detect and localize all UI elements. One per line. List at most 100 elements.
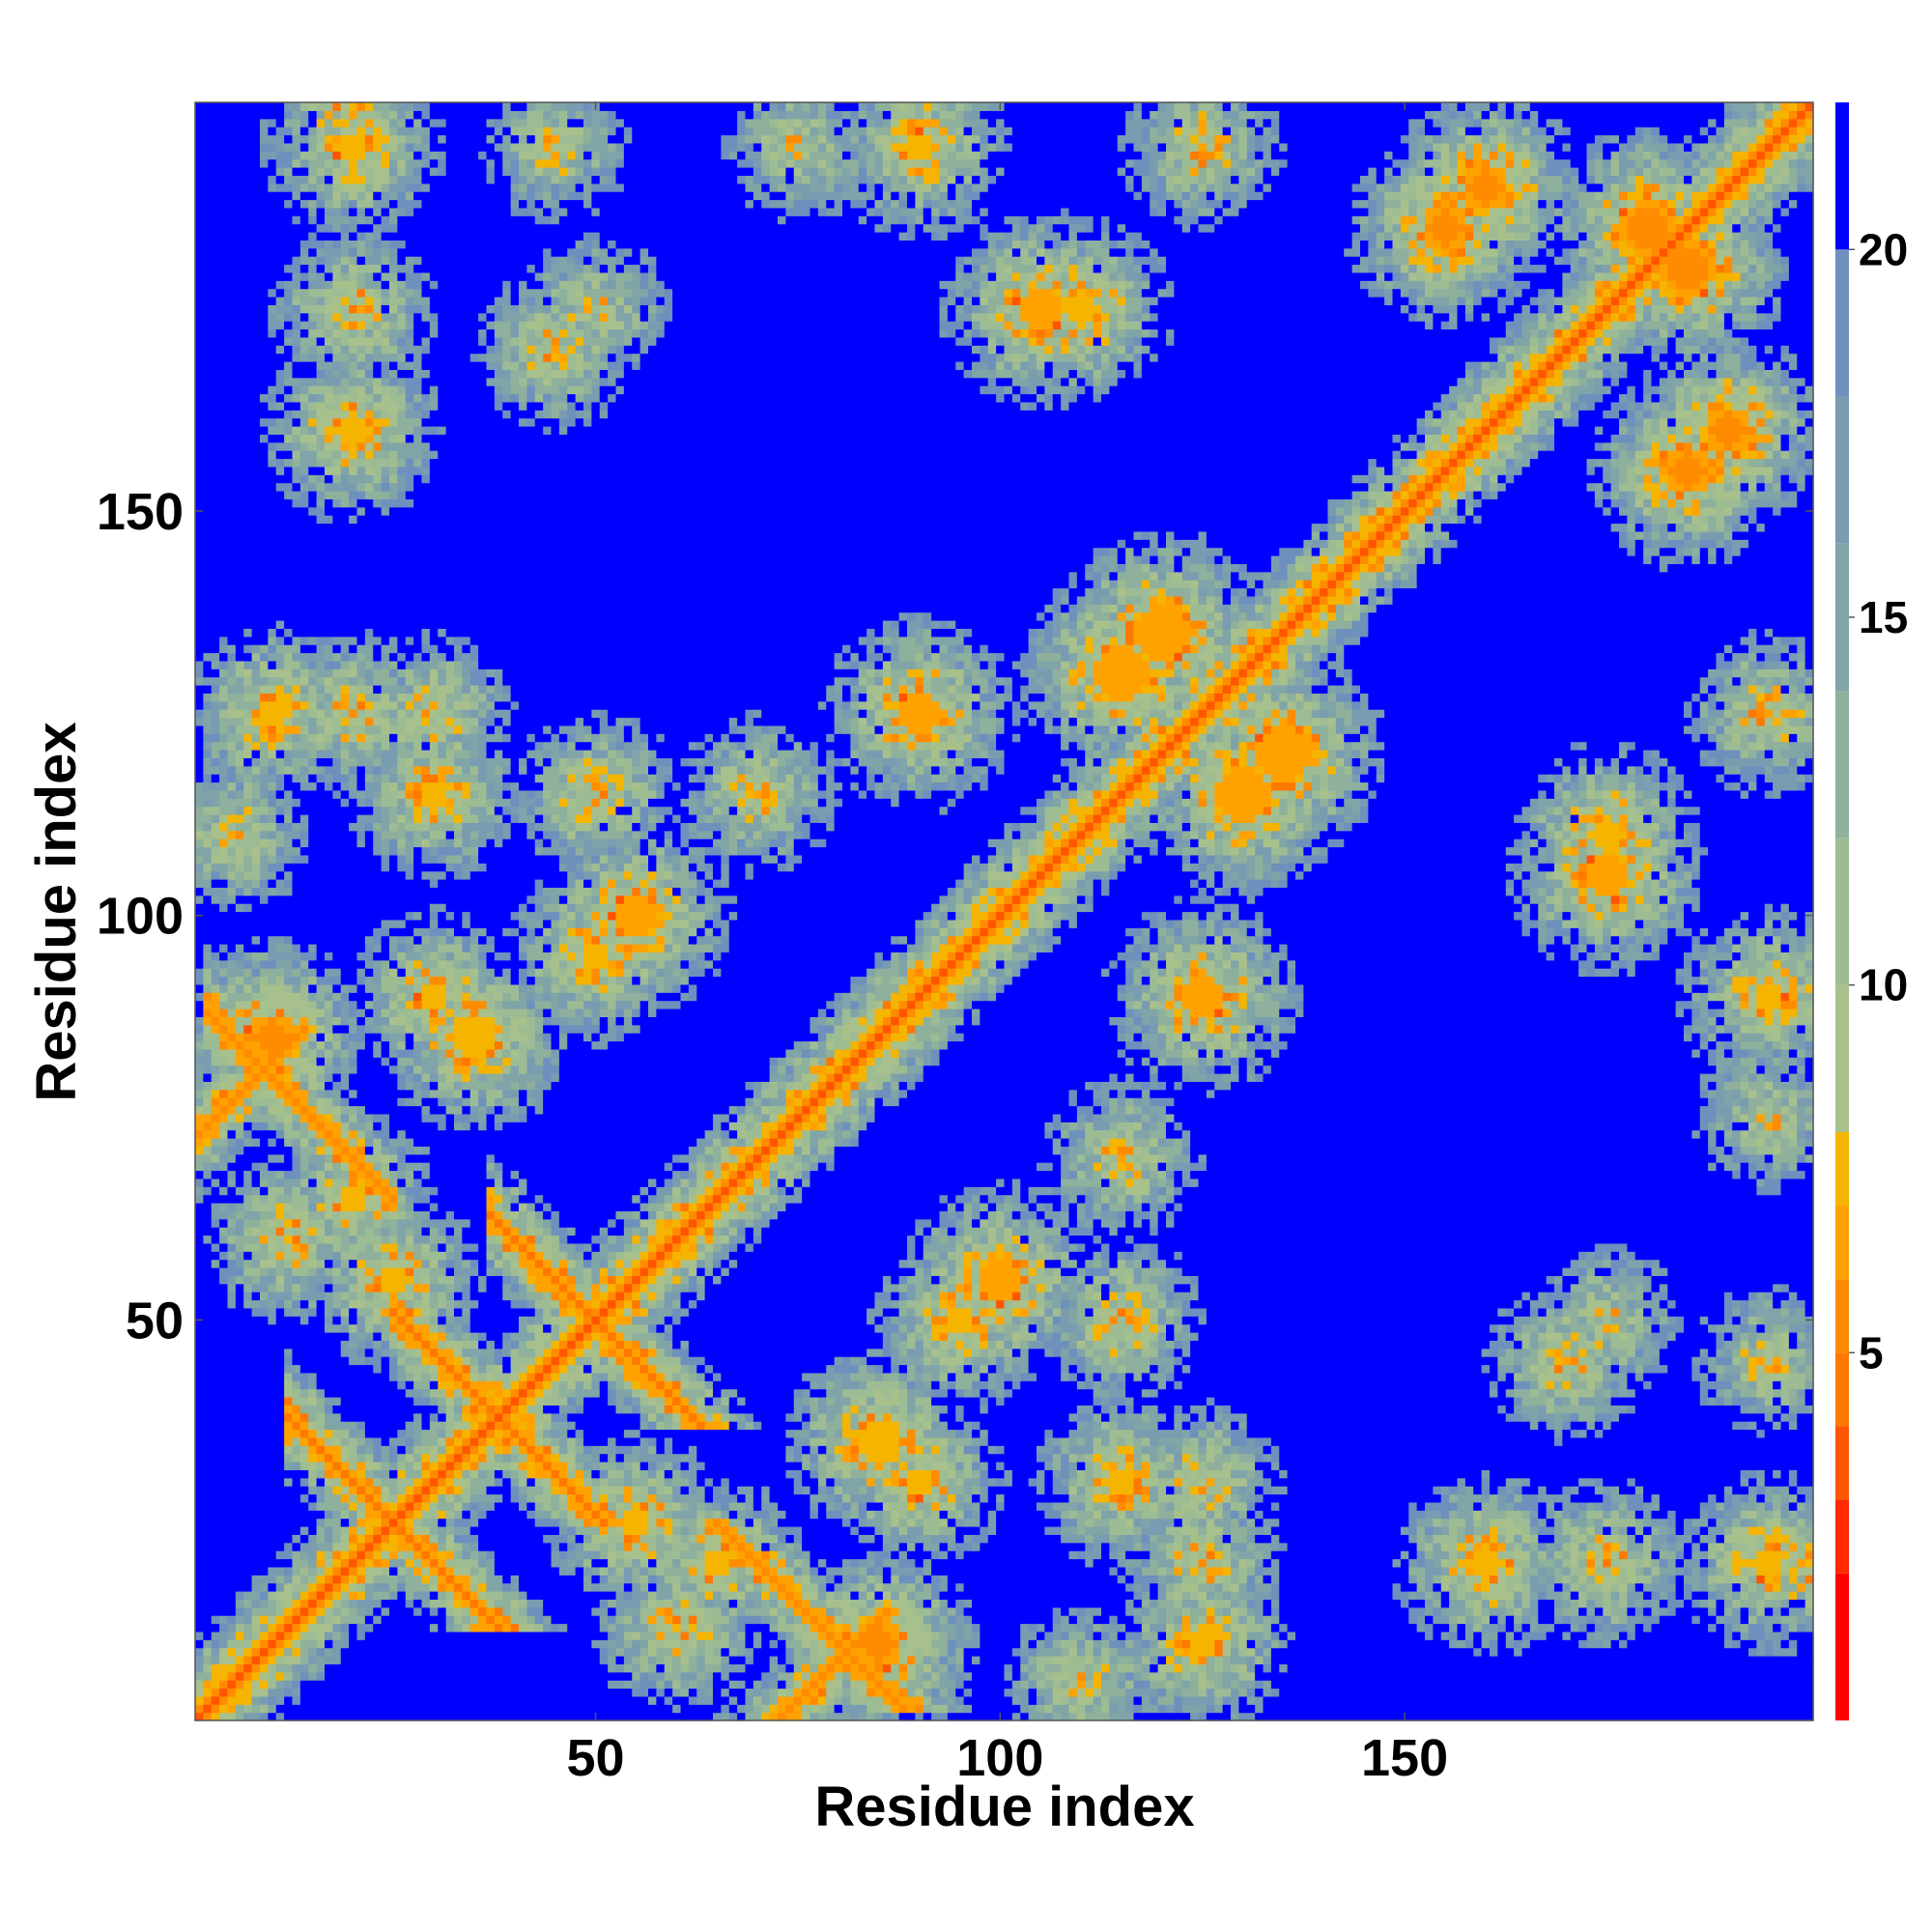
- heatmap-cell: [907, 1680, 916, 1689]
- heatmap-cell: [219, 644, 228, 653]
- heatmap-cell: [1368, 1680, 1377, 1689]
- heatmap-cell: [1174, 1704, 1182, 1713]
- heatmap-cell: [228, 718, 237, 726]
- heatmap-cell: [1417, 1615, 1426, 1624]
- heatmap-cell: [1150, 1648, 1158, 1657]
- heatmap-cell: [470, 1680, 479, 1689]
- heatmap-cell: [1627, 1656, 1635, 1664]
- heatmap-cell: [867, 1696, 875, 1705]
- heatmap-cell: [228, 1025, 237, 1034]
- heatmap-cell: [219, 555, 228, 564]
- heatmap-cell: [1207, 1624, 1215, 1633]
- heatmap-cell: [357, 1672, 366, 1681]
- heatmap-cell: [293, 265, 301, 273]
- heatmap-cell: [228, 936, 237, 945]
- heatmap-cell: [195, 1179, 204, 1187]
- heatmap-cell: [276, 418, 285, 427]
- heatmap-cell: [681, 1632, 690, 1640]
- heatmap-cell: [203, 709, 212, 718]
- heatmap-cell: [268, 240, 276, 248]
- heatmap-cell: [268, 668, 276, 677]
- heatmap-cell: [1458, 1624, 1466, 1633]
- heatmap-cell: [397, 1648, 406, 1657]
- heatmap-cell: [1408, 1663, 1417, 1672]
- heatmap-cell: [212, 1138, 220, 1147]
- heatmap-cell: [1554, 1648, 1563, 1657]
- heatmap-cell: [212, 1154, 220, 1163]
- heatmap-cell: [1482, 1696, 1491, 1705]
- heatmap-cell: [341, 1656, 350, 1664]
- heatmap-cell: [446, 1624, 455, 1633]
- heatmap-cell: [1667, 1632, 1676, 1640]
- heatmap-cell: [1676, 1696, 1685, 1705]
- heatmap-cell: [1044, 1689, 1053, 1697]
- heatmap-cell: [276, 733, 285, 742]
- heatmap-cell: [236, 1219, 244, 1228]
- heatmap-cell: [195, 661, 204, 669]
- heatmap-cell: [284, 1236, 293, 1244]
- heatmap-cell: [203, 1284, 212, 1293]
- heatmap-cell: [284, 653, 293, 662]
- heatmap-cell: [616, 1648, 625, 1657]
- heatmap-cell: [212, 757, 220, 766]
- heatmap-cell: [681, 1696, 690, 1705]
- heatmap-cell: [988, 1696, 997, 1705]
- heatmap-cell: [276, 1016, 285, 1025]
- heatmap-cell: [203, 1162, 212, 1171]
- heatmap-cell: [212, 127, 220, 135]
- heatmap-cell: [276, 572, 285, 581]
- heatmap-cell: [252, 1421, 261, 1430]
- heatmap-cell: [1514, 1689, 1522, 1697]
- heatmap-cell: [1061, 1632, 1069, 1640]
- heatmap-cell: [228, 790, 237, 799]
- heatmap-cell: [1005, 1632, 1013, 1640]
- heatmap-cell: [276, 208, 285, 216]
- heatmap-cell: [502, 1704, 511, 1713]
- heatmap-cell: [252, 159, 261, 168]
- heatmap-cell: [268, 1186, 276, 1195]
- heatmap-cell: [1417, 1696, 1426, 1705]
- heatmap-cell: [923, 1639, 932, 1648]
- heatmap-cell: [252, 952, 261, 960]
- heatmap-cell: [1312, 1663, 1321, 1672]
- heatmap-cell: [195, 127, 204, 135]
- heatmap-cell: [219, 385, 228, 394]
- heatmap-cell: [1643, 1656, 1652, 1664]
- heatmap-cell: [1611, 1663, 1620, 1672]
- heatmap-cell: [826, 1624, 835, 1633]
- heatmap-cell: [228, 1349, 237, 1357]
- heatmap-cell: [243, 1179, 252, 1187]
- heatmap-cell: [228, 1454, 237, 1463]
- heatmap-cell: [1652, 1704, 1661, 1713]
- heatmap-cell: [883, 1696, 892, 1705]
- heatmap-cell: [219, 1195, 228, 1204]
- heatmap-cell: [1741, 1704, 1749, 1713]
- heatmap-cell: [502, 1639, 511, 1648]
- heatmap-cell: [243, 467, 252, 475]
- heatmap-cell: [373, 1624, 382, 1633]
- heatmap-cell: [1691, 1632, 1700, 1640]
- heatmap-cell: [785, 1704, 794, 1713]
- heatmap-cell: [1166, 1656, 1175, 1664]
- heatmap-cell: [325, 1680, 333, 1689]
- heatmap-cell: [260, 1543, 269, 1551]
- heatmap-cell: [1417, 1632, 1426, 1640]
- heatmap-cell: [243, 992, 252, 1001]
- heatmap-cell: [972, 1632, 980, 1640]
- heatmap-cell: [422, 1696, 431, 1705]
- heatmap-cell: [212, 1397, 220, 1406]
- heatmap-cell: [1571, 1648, 1579, 1657]
- heatmap-cell: [252, 1300, 261, 1309]
- heatmap-cell: [195, 1041, 204, 1050]
- heatmap-cell: [276, 548, 285, 556]
- heatmap-cell: [195, 807, 204, 815]
- heatmap-cell: [260, 1186, 269, 1195]
- heatmap-cell: [236, 208, 244, 216]
- heatmap-cell: [899, 1680, 908, 1689]
- heatmap-cell: [212, 369, 220, 378]
- heatmap-cell: [195, 1251, 204, 1260]
- heatmap-cell: [268, 369, 276, 378]
- heatmap-cell: [212, 378, 220, 386]
- heatmap-cell: [212, 143, 220, 152]
- heatmap-cell: [591, 1680, 600, 1689]
